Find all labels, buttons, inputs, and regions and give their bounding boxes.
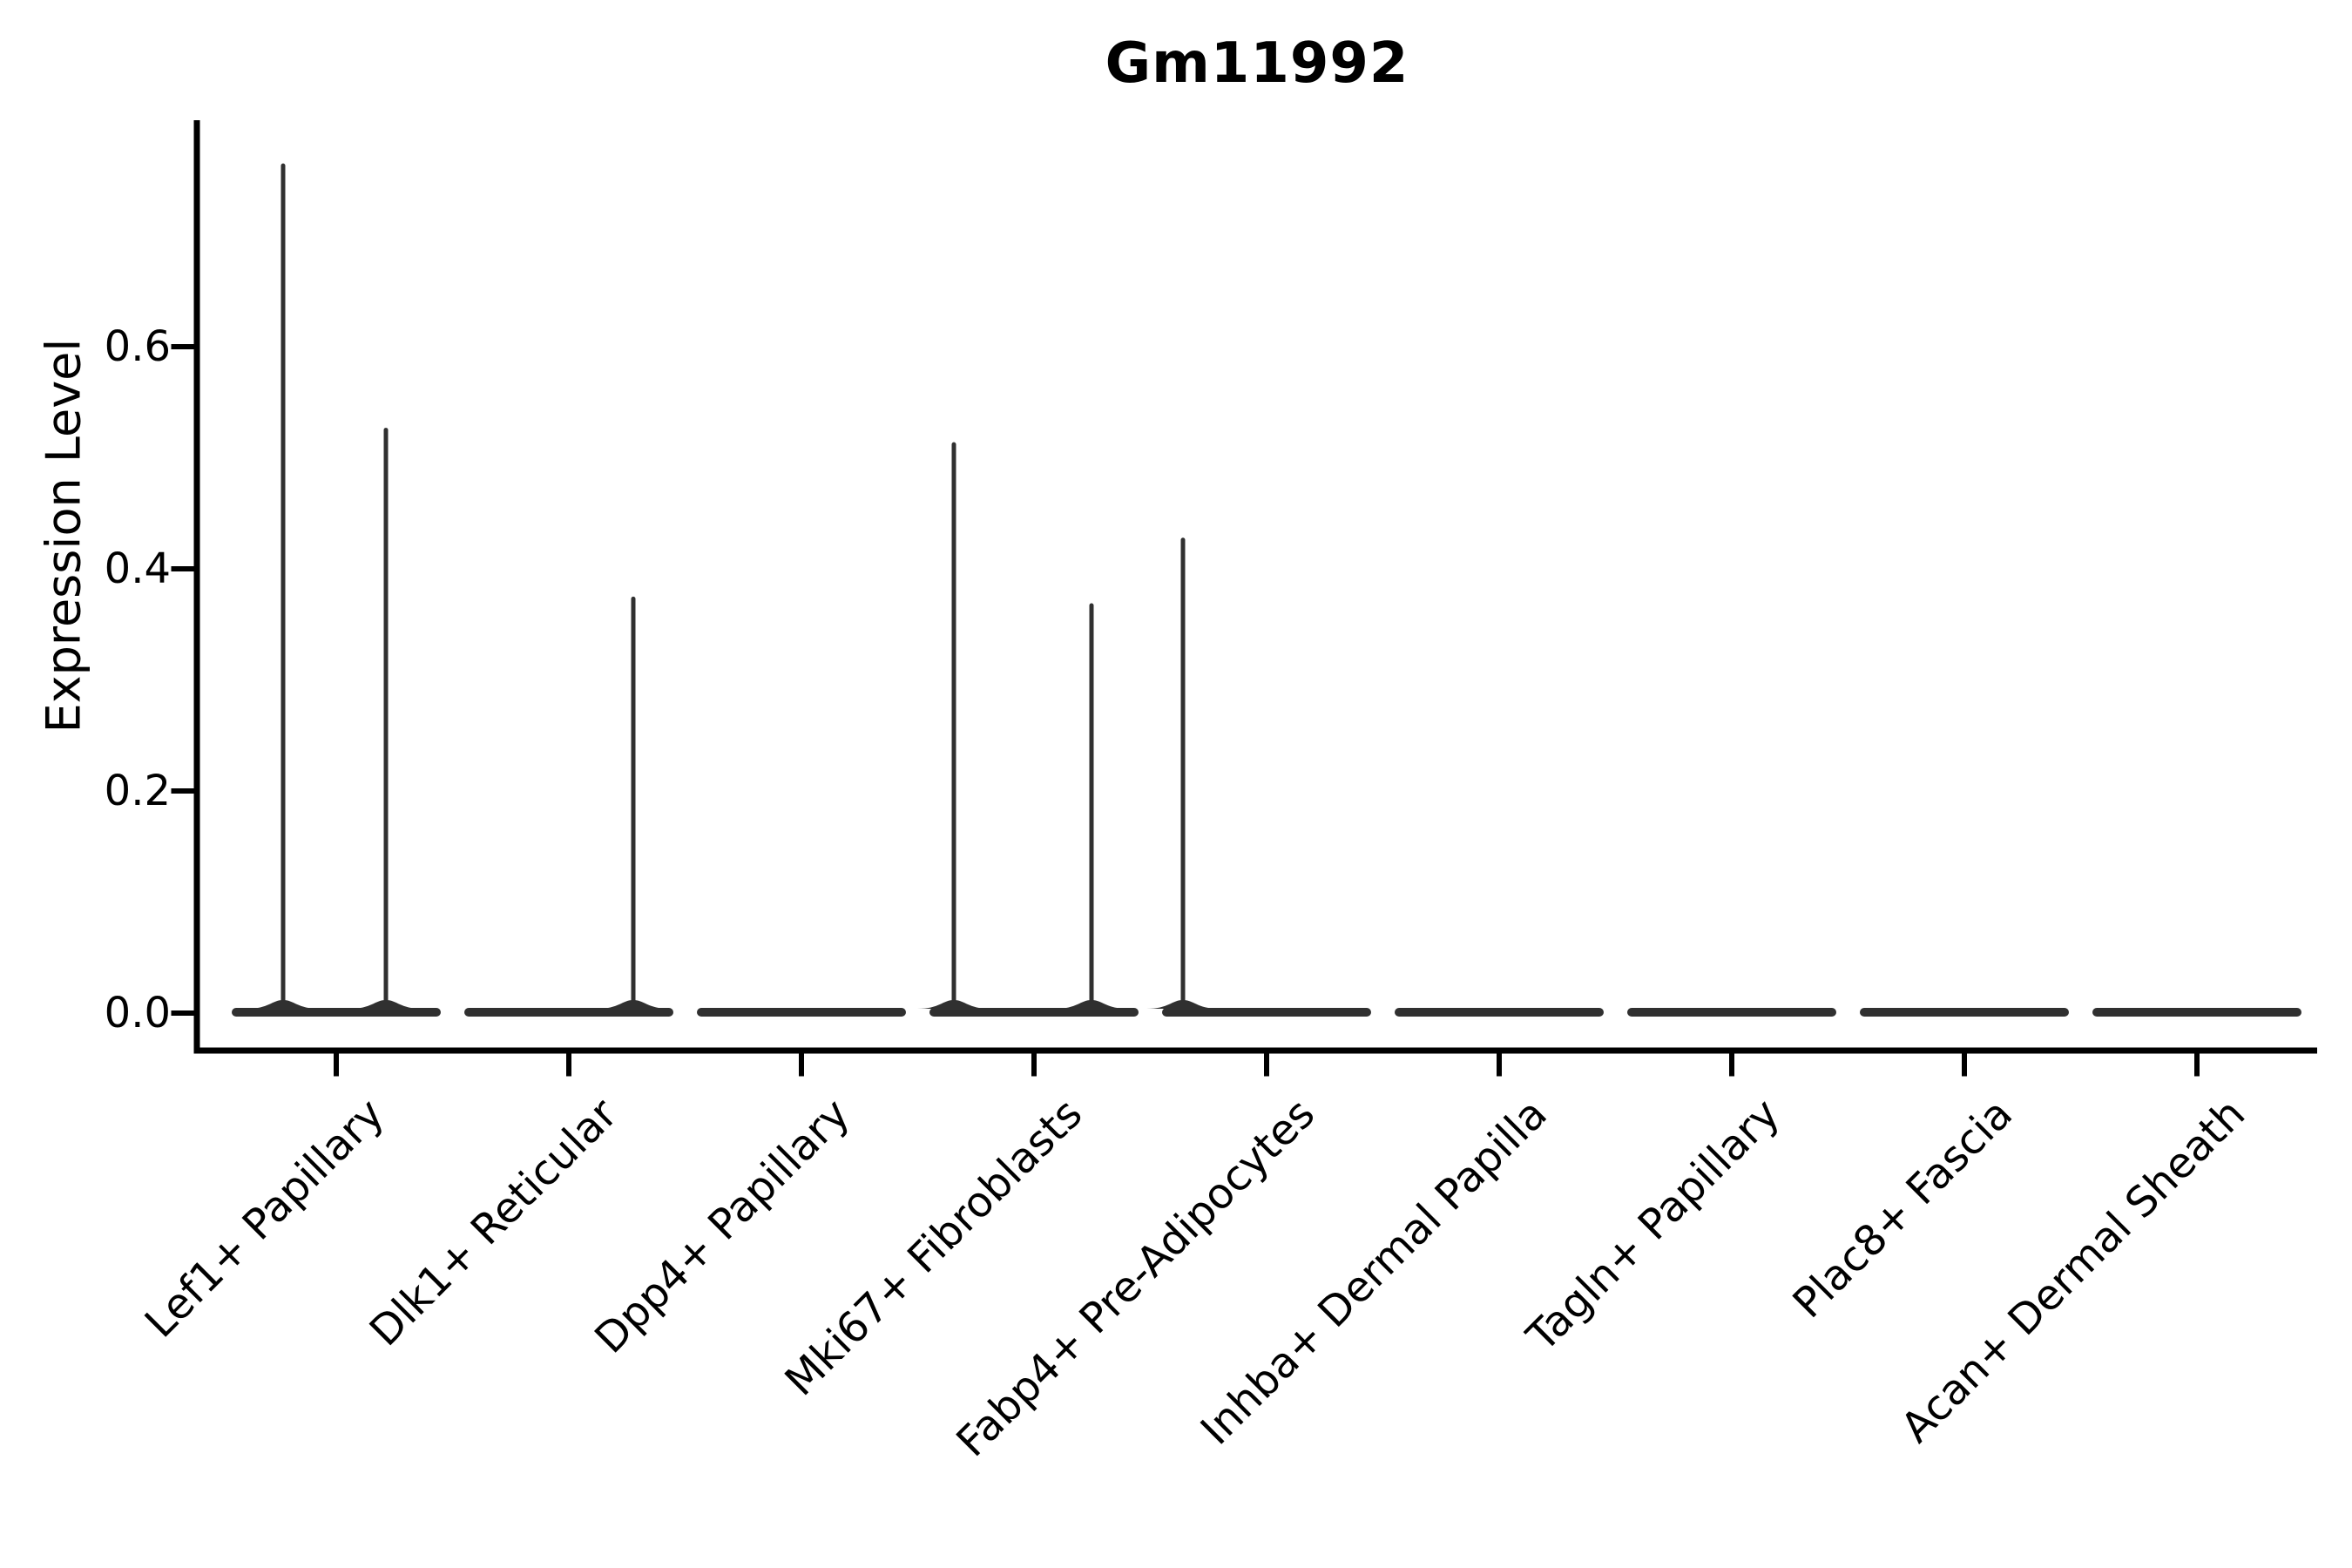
- y-tick-label: 0.4: [104, 544, 171, 593]
- y-axis-label: Expression Level: [36, 338, 91, 733]
- y-tick-label: 0.6: [104, 322, 171, 371]
- violin-spike: [1089, 603, 1094, 1013]
- x-axis-tick: [566, 1053, 571, 1077]
- violin-body: [1395, 1008, 1604, 1017]
- x-axis-tick: [334, 1053, 339, 1077]
- y-axis-spine: [193, 120, 200, 1054]
- violin-body: [2092, 1008, 2301, 1017]
- y-axis-tick: [171, 1010, 194, 1016]
- violin-spike: [951, 442, 956, 1013]
- violin-spike: [631, 596, 636, 1013]
- violin-spike: [383, 428, 389, 1013]
- x-axis-tick: [1031, 1053, 1037, 1077]
- x-axis-tick: [1729, 1053, 1734, 1077]
- x-axis-tick: [799, 1053, 804, 1077]
- violin-body: [232, 1008, 441, 1017]
- y-axis-tick: [171, 566, 194, 571]
- y-tick-label: 0.0: [104, 989, 171, 1037]
- violin-spike: [1180, 537, 1186, 1013]
- x-axis-spine: [193, 1047, 2317, 1054]
- violin-body: [464, 1008, 673, 1017]
- y-axis-tick: [171, 344, 194, 349]
- violin-spike: [280, 163, 286, 1013]
- violin-body: [697, 1008, 906, 1017]
- y-tick-label: 0.2: [104, 767, 171, 815]
- y-axis-tick: [171, 788, 194, 794]
- x-axis-tick: [1264, 1053, 1269, 1077]
- x-axis-tick: [1497, 1053, 1502, 1077]
- violin-body: [1162, 1008, 1371, 1017]
- plot-title: Gm11992: [1105, 31, 1409, 96]
- violin-body: [1627, 1008, 1836, 1017]
- violin-body: [1860, 1008, 2069, 1017]
- x-axis-tick: [1962, 1053, 1967, 1077]
- x-axis-tick: [2194, 1053, 2200, 1077]
- violin-body: [929, 1008, 1139, 1017]
